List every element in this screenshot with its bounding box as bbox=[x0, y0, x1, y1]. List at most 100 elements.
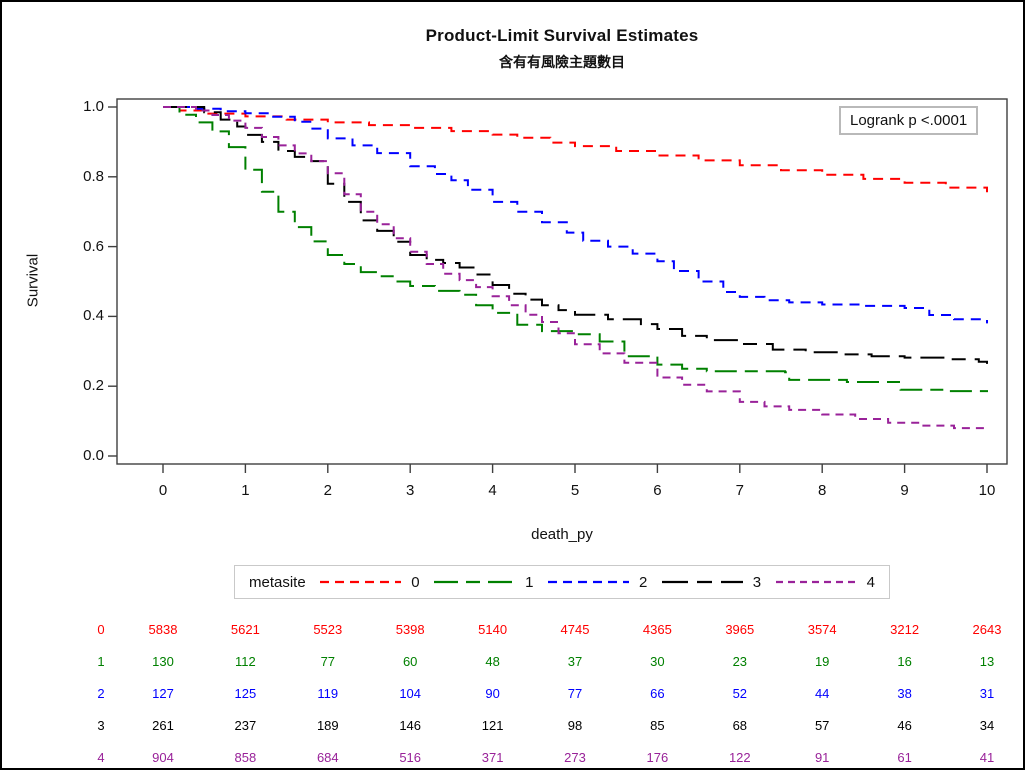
survival-curve-1 bbox=[163, 106, 988, 393]
risk-count-cell: 112 bbox=[235, 654, 256, 669]
risk-count-cell: 176 bbox=[646, 750, 669, 765]
x-tick-label: 4 bbox=[488, 482, 497, 499]
risk-count-cell: 98 bbox=[567, 718, 583, 733]
legend-entry: 0 bbox=[318, 573, 420, 591]
legend-title: metasite bbox=[249, 573, 306, 591]
risk-count-cell: 16 bbox=[897, 654, 912, 669]
risk-count-cell: 125 bbox=[234, 686, 257, 701]
risk-count-cell: 119 bbox=[317, 686, 339, 701]
risk-count-cell: 31 bbox=[979, 686, 995, 701]
risk-row-label: 4 bbox=[97, 750, 105, 765]
risk-row-label: 1 bbox=[97, 654, 105, 669]
risk-count-cell: 23 bbox=[732, 654, 748, 669]
y-axis-title: Survival bbox=[24, 253, 42, 308]
risk-count-cell: 37 bbox=[567, 654, 583, 669]
risk-count-cell: 5523 bbox=[313, 622, 343, 637]
x-axis-title: death_py bbox=[531, 526, 593, 543]
risk-count-cell: 66 bbox=[650, 686, 665, 701]
y-tick-label: 0.0 bbox=[83, 447, 104, 464]
y-tick-label: 0.8 bbox=[83, 167, 104, 185]
risk-count-cell: 90 bbox=[485, 686, 500, 701]
x-tick-label: 0 bbox=[158, 482, 168, 499]
risk-count-cell: 57 bbox=[814, 718, 830, 733]
risk-count-cell: 904 bbox=[152, 750, 174, 765]
risk-count-cell: 3212 bbox=[890, 622, 920, 637]
risk-count-cell: 77 bbox=[320, 654, 336, 669]
risk-count-cell: 4745 bbox=[560, 622, 590, 637]
risk-count-cell: 60 bbox=[402, 654, 418, 669]
legend-line-sample bbox=[547, 580, 629, 584]
legend-line-sample bbox=[775, 580, 857, 584]
legend-line-sample bbox=[434, 580, 516, 584]
risk-count-cell: 237 bbox=[234, 718, 257, 733]
risk-count-cell: 2643 bbox=[972, 622, 1002, 637]
risk-count-cell: 46 bbox=[897, 718, 912, 733]
risk-count-cell: 130 bbox=[152, 654, 174, 669]
y-tick-label: 0.4 bbox=[83, 307, 104, 325]
risk-count-cell: 371 bbox=[481, 750, 504, 765]
risk-count-cell: 516 bbox=[399, 750, 422, 765]
chart-title: Product-Limit Survival Estimates bbox=[425, 26, 699, 45]
risk-count-cell: 13 bbox=[979, 654, 995, 669]
risk-count-cell: 4365 bbox=[642, 622, 672, 637]
y-tick-label: 0.6 bbox=[83, 237, 104, 255]
risk-count-cell: 41 bbox=[979, 750, 995, 765]
risk-count-cell: 68 bbox=[732, 718, 748, 733]
risk-count-cell: 44 bbox=[814, 686, 830, 701]
chart-subtitle: 含有有風險主題數目 bbox=[499, 54, 625, 70]
x-tick-label: 1 bbox=[241, 482, 250, 499]
x-tick-label: 8 bbox=[818, 482, 827, 499]
legend-entry-label: 3 bbox=[752, 573, 762, 591]
x-tick-label: 5 bbox=[570, 482, 580, 499]
risk-count-cell: 19 bbox=[814, 654, 830, 669]
x-tick-label: 3 bbox=[406, 482, 415, 499]
legend-entry-label: 0 bbox=[411, 573, 420, 591]
risk-count-cell: 261 bbox=[152, 718, 174, 733]
risk-table-row: 4 904 858 684 516 371 273 176 122 91 61 41 bbox=[2, 748, 1023, 768]
logrank-annotation: Logrank p <.0001 bbox=[839, 106, 979, 135]
survival-curve-3 bbox=[163, 106, 988, 364]
x-tick-label: 10 bbox=[978, 482, 996, 499]
risk-count-cell: 121 bbox=[481, 718, 504, 733]
risk-row-label: 0 bbox=[97, 622, 105, 637]
risk-count-cell: 48 bbox=[485, 654, 500, 669]
risk-count-cell: 3574 bbox=[807, 622, 837, 637]
risk-count-cell: 52 bbox=[732, 686, 748, 701]
x-tick-label: 2 bbox=[323, 482, 332, 499]
risk-table-row: 3 261 237 189 146 121 98 85 68 57 46 34 bbox=[2, 716, 1023, 736]
risk-count-cell: 146 bbox=[399, 718, 422, 733]
risk-count-cell: 91 bbox=[814, 750, 830, 765]
risk-count-cell: 858 bbox=[234, 750, 257, 765]
risk-count-cell: 189 bbox=[316, 718, 339, 733]
legend-entry: 3 bbox=[660, 574, 761, 591]
risk-count-cell: 38 bbox=[897, 686, 912, 701]
risk-row-label: 2 bbox=[97, 686, 105, 701]
legend-entry: 4 bbox=[774, 574, 875, 591]
x-tick-label: 9 bbox=[900, 482, 909, 499]
risk-count-cell: 104 bbox=[399, 686, 422, 701]
risk-table-row: 0 5838 5621 5523 5398 5140 4745 4365 3965 3574 321… bbox=[2, 620, 1023, 640]
legend-entry-label: 1 bbox=[525, 573, 534, 591]
x-tick-label: 6 bbox=[653, 482, 662, 499]
legend-line-sample bbox=[320, 580, 402, 584]
risk-count-cell: 5140 bbox=[478, 622, 508, 637]
risk-table-row: 1 130 112 77 60 48 37 30 23 19 16 13 bbox=[2, 652, 1023, 672]
risk-count-cell: 5838 bbox=[148, 622, 178, 637]
risk-count-cell: 30 bbox=[650, 654, 665, 669]
risk-count-cell: 127 bbox=[152, 686, 174, 701]
risk-count-cell: 85 bbox=[650, 718, 665, 733]
legend-entry: 2 bbox=[546, 574, 647, 591]
risk-count-cell: 5398 bbox=[395, 622, 425, 637]
legend: metasite 0 1 2 3 4 bbox=[234, 565, 890, 599]
risk-count-cell: 3965 bbox=[725, 622, 755, 637]
plot-frame bbox=[116, 98, 1008, 465]
risk-count-cell: 77 bbox=[567, 686, 583, 701]
risk-table-row: 2 127 125 119 104 90 77 66 52 44 38 31 bbox=[2, 684, 1023, 704]
survival-curve-4 bbox=[163, 106, 988, 431]
risk-count-cell: 5621 bbox=[230, 622, 260, 637]
risk-count-cell: 34 bbox=[979, 718, 995, 733]
legend-entry-label: 2 bbox=[638, 573, 648, 591]
risk-count-cell: 61 bbox=[897, 750, 912, 765]
risk-row-label: 3 bbox=[97, 718, 105, 733]
